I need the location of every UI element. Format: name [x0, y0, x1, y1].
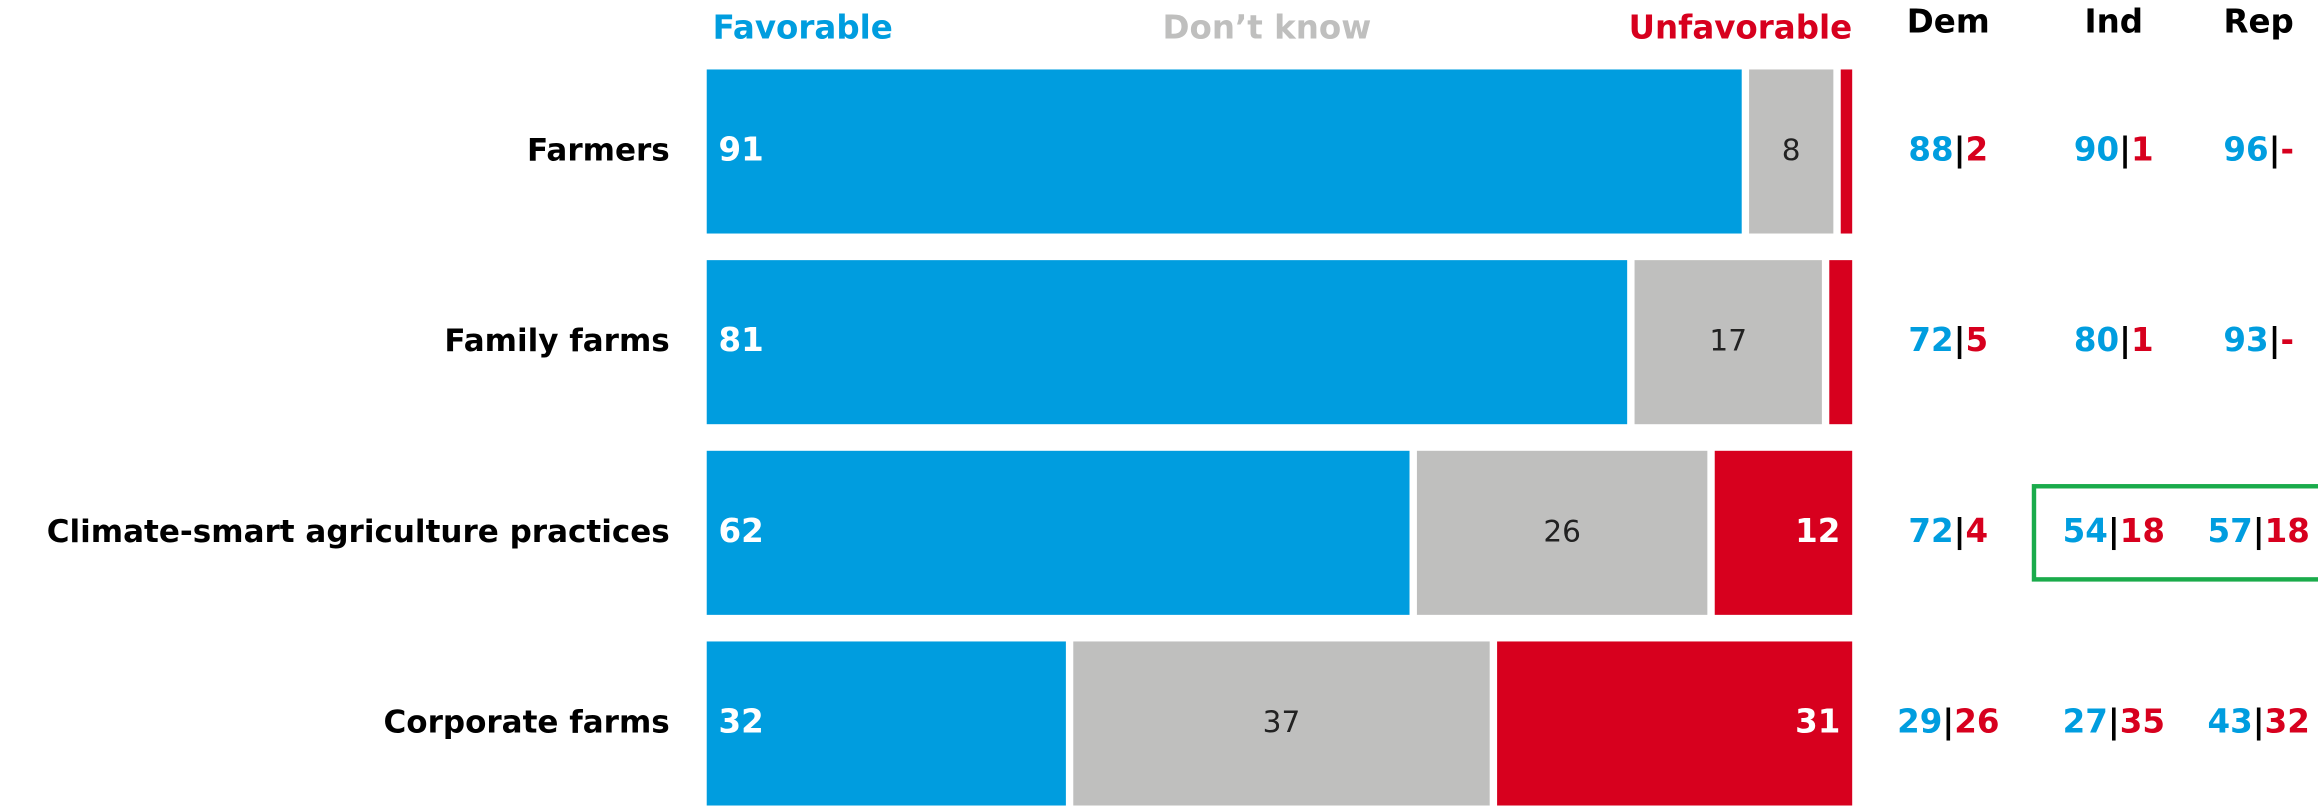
legend-label: Unfavorable [1629, 9, 1853, 47]
party-result: 27|35 [2063, 702, 2165, 741]
party-favorable: 72 [1908, 321, 1953, 359]
value-label: 91 [719, 130, 764, 168]
highlight-box [2031, 484, 2318, 582]
value-label: 32 [719, 702, 764, 740]
party-unfavorable: 2 [1966, 130, 1989, 168]
bar-segment [1714, 450, 1853, 615]
party-favorable: 27 [2063, 702, 2108, 740]
separator: | [1942, 702, 1954, 741]
party-result: 57|18 [2207, 512, 2309, 551]
party-favorable: 43 [2207, 702, 2252, 740]
party-favorable: 57 [2207, 512, 2252, 550]
party-result: 96|- [2223, 130, 2294, 169]
party-favorable: 29 [1897, 702, 1942, 740]
category-label: Farmers [527, 132, 670, 168]
party-header: Ind [2085, 3, 2144, 41]
separator: | [2108, 512, 2120, 551]
party-unfavorable: 1 [2131, 130, 2154, 168]
bar-segment [706, 641, 1066, 806]
separator: | [1954, 130, 1966, 169]
bar-segment [1497, 641, 1853, 806]
legend-label: Don’t know [1163, 9, 1372, 47]
bar-segment [1416, 450, 1708, 615]
party-favorable: 93 [2223, 321, 2268, 359]
bar-segment [1073, 641, 1490, 806]
value-label: 8 [1782, 133, 1801, 167]
party-result: 72|5 [1908, 321, 1988, 360]
bar-segment [706, 69, 1742, 234]
separator: | [1954, 321, 1966, 360]
party-unfavorable: 4 [1966, 512, 1989, 550]
bar-segment [1634, 260, 1822, 425]
separator: | [1954, 512, 1966, 551]
value-label: 12 [1795, 512, 1840, 550]
separator: | [2269, 321, 2281, 360]
party-favorable: 54 [2063, 512, 2108, 550]
bar-segment [1749, 69, 1834, 234]
party-unfavorable: 26 [1954, 702, 1999, 740]
party-unfavorable: 18 [2265, 512, 2310, 550]
bar-segment [1829, 260, 1853, 425]
party-result: 72|4 [1908, 512, 1988, 551]
separator: | [2253, 702, 2265, 741]
party-unfavorable: - [2280, 130, 2294, 168]
separator: | [2253, 512, 2265, 551]
category-label: Climate-smart agriculture practices [47, 514, 670, 550]
value-label: 37 [1263, 705, 1301, 739]
separator: | [2269, 130, 2281, 169]
bar-segment [706, 260, 1628, 425]
party-unfavorable: 1 [2131, 321, 2154, 359]
party-result: 80|1 [2074, 321, 2154, 360]
separator: | [2119, 321, 2131, 360]
value-label: 81 [719, 321, 764, 359]
legend-label: Favorable [713, 9, 893, 47]
party-header: Rep [2223, 3, 2293, 41]
party-favorable: 96 [2223, 130, 2268, 168]
value-label: 26 [1543, 514, 1581, 548]
party-favorable: 88 [1908, 130, 1953, 168]
party-result: 54|18 [2063, 512, 2165, 551]
category-label: Corporate farms [384, 704, 670, 740]
party-result: 43|32 [2207, 702, 2309, 741]
value-label: 31 [1795, 702, 1840, 740]
value-label: 17 [1709, 324, 1747, 358]
party-header: Dem [1907, 3, 1990, 41]
party-result: 93|- [2223, 321, 2294, 360]
party-unfavorable: - [2280, 321, 2294, 359]
party-favorable: 72 [1908, 512, 1953, 550]
category-label: Family farms [444, 323, 669, 359]
party-unfavorable: 35 [2120, 702, 2165, 740]
party-unfavorable: 18 [2120, 512, 2165, 550]
bar-segment [1840, 69, 1853, 234]
party-favorable: 90 [2074, 130, 2119, 168]
separator: | [2119, 130, 2131, 169]
party-result: 29|26 [1897, 702, 1999, 741]
party-unfavorable: 32 [2265, 702, 2310, 740]
party-unfavorable: 5 [1966, 321, 1989, 359]
party-favorable: 80 [2074, 321, 2119, 359]
bar-segment [706, 450, 1410, 615]
value-label: 62 [719, 512, 764, 550]
separator: | [2108, 702, 2120, 741]
party-result: 90|1 [2074, 130, 2154, 169]
party-result: 88|2 [1908, 130, 1988, 169]
